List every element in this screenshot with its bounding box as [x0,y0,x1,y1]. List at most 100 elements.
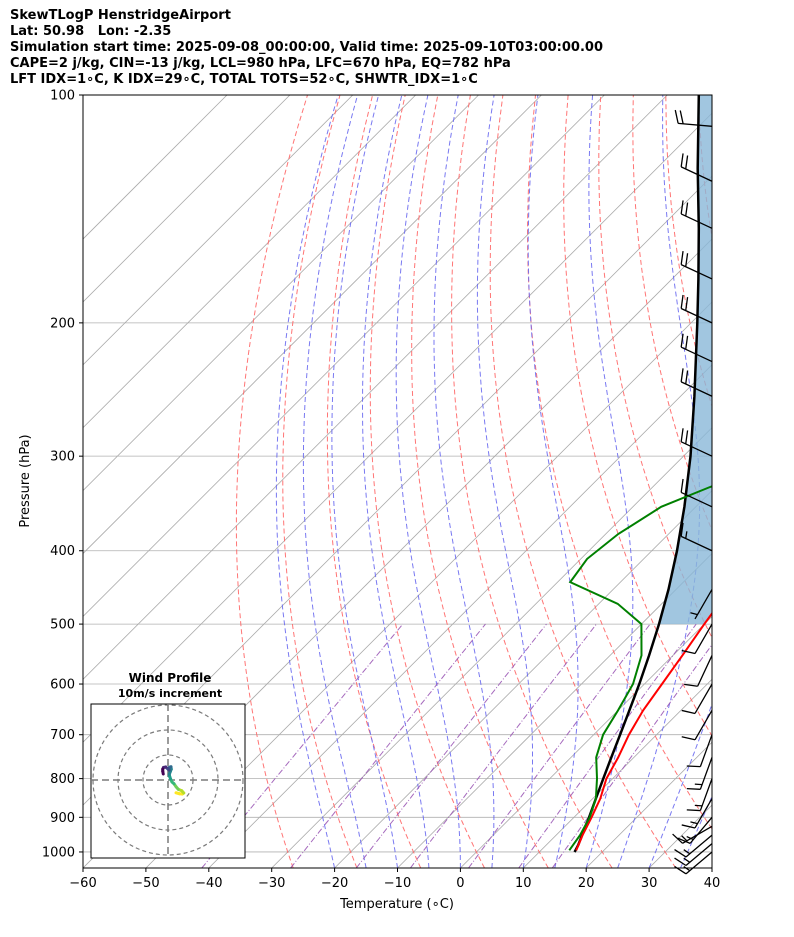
dry-adiabat [632,95,712,532]
chart-header: SkewTLogP HenstridgeAirport Lat: 50.98 L… [10,8,603,88]
wind-barb-flag [685,155,689,170]
wind-barb-flag [680,294,684,309]
wind-barb-flag [685,335,689,350]
isotherm-gridline [145,301,712,868]
isotherm-gridline [460,615,712,868]
wind-barb-half-flag [686,835,694,841]
wind-barb-shaft [694,623,713,654]
wind-barb-shaft [699,778,713,811]
wind-barb-flag [680,333,684,348]
moist-adiabat [744,95,794,868]
x-tick-label: −50 [132,876,159,891]
wind-barb-flag [680,200,684,215]
wind-barb [681,710,713,741]
isotherm-gridline [83,95,668,680]
temperature-line [575,611,712,851]
y-tick-label: 700 [50,728,75,743]
wind-barb [686,778,713,812]
wind-barb [680,153,713,182]
moist-adiabat [585,95,634,868]
wind-barb-shaft [680,307,713,324]
isotherm-gridline [83,95,479,492]
isotherm-gridline [83,95,354,366]
wind-barb-flag [685,481,689,495]
moist-adiabat [275,95,339,868]
wind-barb-shaft [680,381,713,397]
wind-barb-shaft [680,535,713,552]
wind-barb [681,683,713,715]
mixing-ratio-line [355,623,547,868]
wind-barb [680,251,713,280]
wind-barb-flag [685,430,689,444]
isotherm-gridline [83,95,416,429]
wind-barb-flag [680,153,684,167]
y-tick-label: 1000 [42,845,75,860]
isotherm-gridline [775,95,794,868]
location-line: Lat: 50.98 Lon: -2.35 [10,24,172,39]
wind-barb-flag [680,251,684,265]
isotherm-gridline [83,95,605,617]
wind-barb [680,200,713,229]
y-axis-label: Pressure (hPa) [18,434,33,527]
y-tick-label: 900 [50,811,75,826]
wind-barb [686,757,713,790]
wind-barb [680,368,713,397]
y-tick-label: 400 [50,544,75,559]
wind-barb-shaft [699,757,713,790]
wind-barb-flag [686,765,701,768]
wind-barb-half-flag [690,612,698,616]
mixing-ratio-line [551,643,712,868]
wind-barb-shaft [685,834,713,858]
mixing-ratio-line [290,623,486,868]
wind-barb-flag [681,824,696,829]
dry-adiabat [369,95,485,868]
hodograph-title: Wind Profile [129,671,212,685]
y-tick-label: 600 [50,678,75,693]
x-tick-label: −60 [69,876,96,891]
wind-barb [674,109,713,127]
dry-adiabat [563,95,712,737]
wind-barb-shaft [694,589,713,620]
dry-adiabat [235,95,308,868]
wind-barb-half-flag [690,821,698,825]
moist-adiabat [395,95,461,868]
wind-barb-flag [684,683,698,687]
x-tick-label: −30 [258,876,285,891]
chart-title: SkewTLogP HenstridgeAirport [10,8,231,23]
wind-barb-flag [681,649,696,655]
mixing-ratio-line [518,623,697,868]
mixing-ratio-line [409,623,597,868]
dry-adiabat [598,95,712,639]
wind-barb-half-flag [694,783,703,786]
wind-barb-shaft [680,213,713,229]
wind-barb-flag [685,370,689,385]
wind-barb [684,655,713,687]
dry-adiabat [489,95,677,868]
isotherm-gridline [208,364,712,868]
moist-adiabat [362,95,430,868]
dry-adiabat [282,95,358,868]
wind-barb [677,816,713,844]
wind-barb-shaft [685,843,713,866]
cape-line: CAPE=2 j/kg, CIN=-13 j/kg, LCL=980 hPa, … [10,56,511,71]
wind-barb-shaft [680,441,713,457]
dry-adiabat [731,95,794,868]
isotherm-gridline [271,427,712,868]
x-axis-label: Temperature (∘C) [339,897,454,912]
wind-barb [674,834,713,858]
wind-barb-shaft [685,851,713,875]
time-line: Simulation start time: 2025-09-08_00:00:… [10,40,603,55]
x-tick-label: −20 [321,876,348,891]
wind-barb-flag [679,110,684,124]
wind-barb-shaft [699,734,713,767]
wind-barb [680,428,713,457]
dry-adiabat [451,95,613,868]
moist-adiabat [711,866,712,868]
isotherm-gridline [397,552,712,868]
parcel-profile-line [573,95,701,853]
wind-barb-shaft [694,710,713,741]
moist-adiabat [476,95,533,868]
dry-adiabat [697,95,712,241]
moist-adiabat [648,702,712,868]
moist-adiabat [302,95,367,868]
